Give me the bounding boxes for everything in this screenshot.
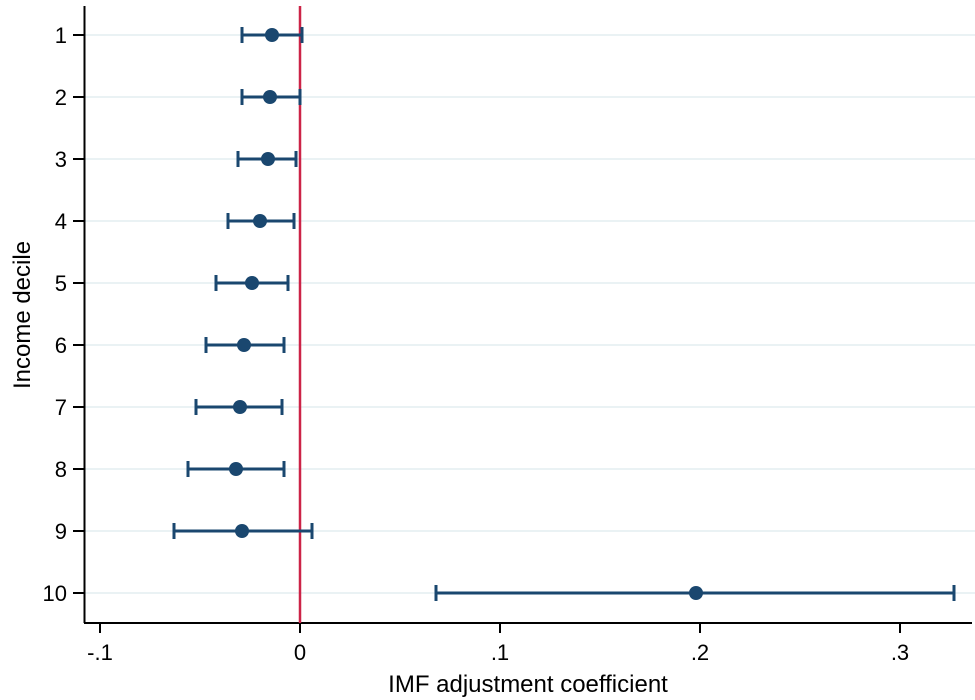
x-axis-ticks: -.1 0 .1 .2 .3 (87, 623, 909, 665)
point-marker (689, 586, 703, 600)
point-markers (229, 28, 703, 600)
x-tick-label: -.1 (87, 640, 113, 665)
y-tick-label: 6 (55, 333, 67, 358)
y-axis-title: Income decile (9, 241, 36, 389)
point-marker (229, 462, 243, 476)
error-bars (172, 27, 956, 601)
x-tick-label: .2 (691, 640, 709, 665)
y-tick-label: 1 (55, 23, 67, 48)
x-axis-title: IMF adjustment coefficient (388, 671, 668, 698)
x-tick-label: 0 (294, 640, 306, 665)
x-tick-label: .3 (891, 640, 909, 665)
point-marker (235, 524, 249, 538)
y-tick-label: 4 (55, 209, 67, 234)
point-marker (265, 28, 279, 42)
point-marker (261, 152, 275, 166)
gridlines (85, 34, 975, 594)
point-marker (233, 400, 247, 414)
x-tick-label: .1 (491, 640, 509, 665)
point-marker (263, 90, 277, 104)
y-tick-label: 2 (55, 85, 67, 110)
y-tick-label: 3 (55, 147, 67, 172)
y-axis-ticks: 1 2 3 4 5 6 7 8 9 10 (43, 23, 84, 606)
point-marker (245, 276, 259, 290)
y-tick-label: 8 (55, 457, 67, 482)
y-tick-label: 10 (43, 581, 67, 606)
y-tick-label: 7 (55, 395, 67, 420)
point-marker (253, 214, 267, 228)
y-tick-label: 9 (55, 519, 67, 544)
y-tick-label: 5 (55, 271, 67, 296)
point-marker (237, 338, 251, 352)
